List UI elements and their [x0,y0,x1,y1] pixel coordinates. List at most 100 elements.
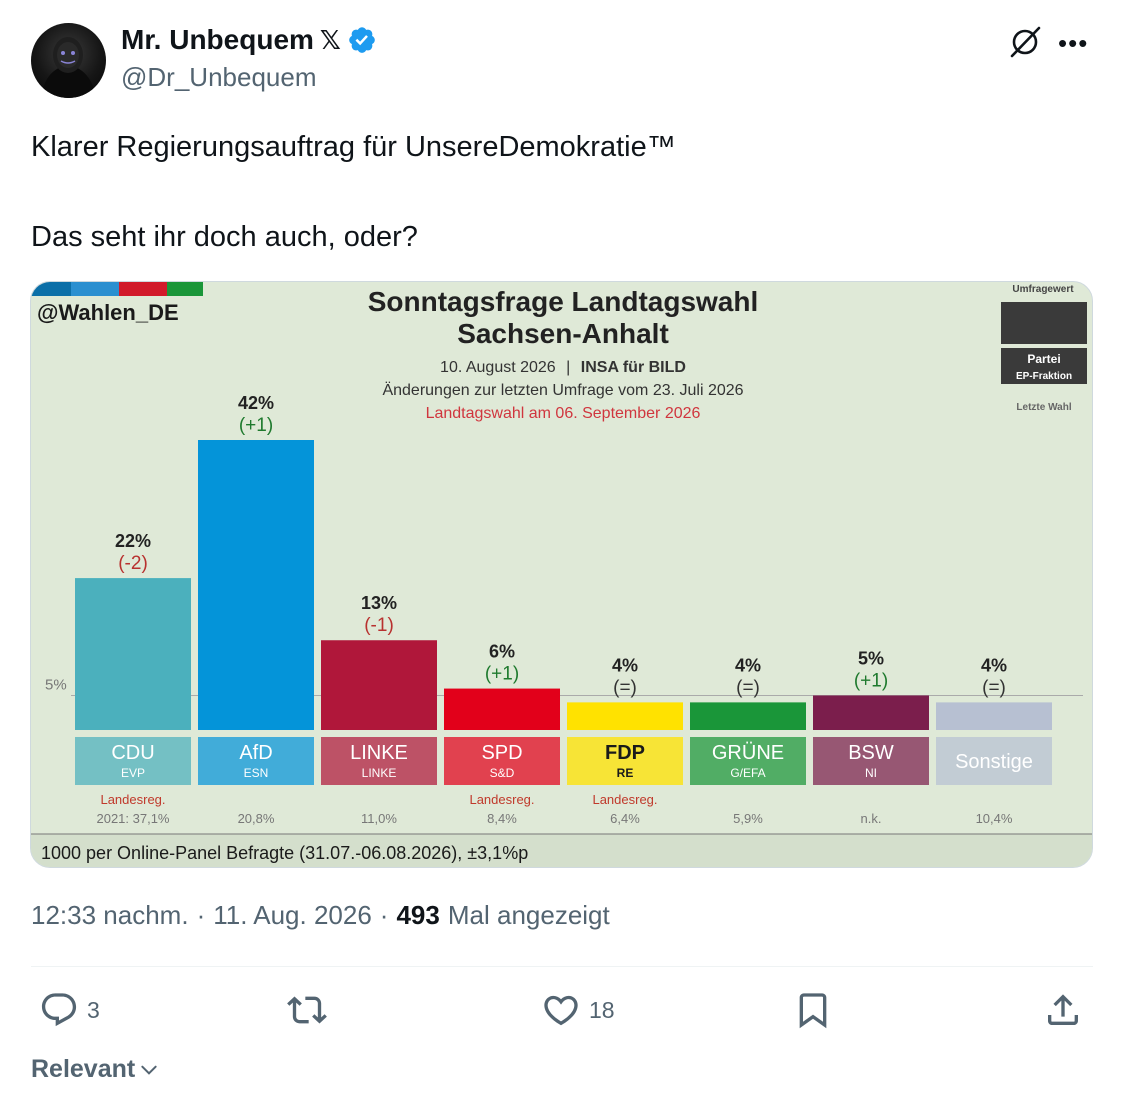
color-strip-2 [71,282,119,296]
last-election-value: 8,4% [487,811,517,826]
bar-bsw [813,695,929,730]
tweet-text: Klarer Regierungsauftrag für UnsereDemok… [31,125,1081,260]
tweet-text-line-2: Das seht ihr doch auch, oder? [31,221,418,253]
party-box [444,737,560,785]
chart-separator: | [566,359,570,376]
party-label: FDP [605,742,645,764]
legend-swatch [1001,302,1087,344]
author-handle[interactable]: @Dr_Unbequem [121,62,317,92]
avatar[interactable] [31,23,106,98]
chart-subtitle: 10. August 2026 | INSA für BILD [440,359,686,376]
chart-election-note: Landtagswahl am 06. September 2026 [426,405,701,422]
reply-icon [41,993,77,1027]
like-count: 18 [589,996,615,1023]
party-box [936,737,1052,785]
chart-institute: INSA für BILD [581,359,686,376]
chart-title-line-2: Sachsen-Anhalt [457,318,669,349]
party-box [567,737,683,785]
value-label: 22% [115,531,151,551]
ep-group-label: G/EFA [730,766,765,780]
grok-icon[interactable] [1008,25,1042,59]
divider [31,966,1093,967]
change-label: (=) [736,677,760,698]
last-election-value: 10,4% [976,811,1013,826]
ep-group-label: LINKE [362,766,397,780]
author-name-row[interactable]: Mr. Unbequem 𝕏 [121,24,377,56]
change-label: (-1) [364,615,394,636]
color-strip-1 [31,282,71,296]
last-election-value: 11,0% [361,811,397,826]
legend-top-label: Umfragewert [1012,284,1074,295]
bookmark-button[interactable] [793,990,833,1030]
party-label: CDU [111,742,154,764]
tweet-time[interactable]: 12:33 nachm. [31,900,189,930]
like-button[interactable]: 18 [541,990,615,1030]
value-label: 4% [612,655,638,675]
action-bar: 3 18 [31,990,1093,1036]
bar-spd [444,688,560,730]
ep-group-label: RE [617,766,634,780]
display-name[interactable]: Mr. Unbequem [121,24,314,55]
chart-title-line-1: Sonntagsfrage Landtagswahl [368,286,759,317]
chart-date: 10. August 2026 [440,359,556,376]
tweet-media-chart[interactable]: @Wahlen_DE Sonntagsfrage Landtagswahl Sa… [30,281,1093,868]
meta-dot: · [379,900,389,930]
reply-count: 3 [87,996,100,1023]
repost-icon [287,996,327,1024]
share-icon [1048,994,1078,1025]
last-election-value: 2021: 37,1% [96,811,169,826]
party-label: BSW [848,742,894,764]
party-box [690,737,806,785]
value-label: 4% [735,655,761,675]
legend-party-label: Partei [1027,352,1060,366]
change-label: (+1) [485,664,519,685]
legend-party-box [1001,348,1087,384]
tweet-date[interactable]: 11. Aug. 2026 [213,900,372,930]
party-box [75,737,191,785]
verified-badge-icon[interactable] [347,25,377,55]
views-label: Mal angezeigt [447,900,610,930]
bar-sonstige [936,702,1052,730]
bar-cdu [75,578,191,730]
sort-label: Relevant [31,1055,136,1083]
tweet-text-line-1: Klarer Regierungsauftrag für UnsereDemok… [31,131,676,163]
ep-group-label: S&D [490,766,515,780]
chevron-down-icon [141,1065,157,1075]
repost-button[interactable] [287,990,327,1030]
status-note: Landesreg. [592,792,657,807]
status-note: Landesreg. [469,792,534,807]
ep-group-label: NI [865,766,877,780]
legend-ep-label: EP-Fraktion [1016,371,1072,382]
party-label: Sonstige [955,751,1033,773]
bar-grüne [690,702,806,730]
share-button[interactable] [1043,990,1083,1030]
status-note: Landesreg. [100,792,165,807]
reply-button[interactable]: 3 [39,990,100,1030]
party-box [813,737,929,785]
heart-icon [544,995,578,1026]
chart-footer-band [31,834,1092,867]
value-label: 4% [981,655,1007,675]
avatar-image [41,37,96,98]
change-label: (+1) [239,415,273,436]
party-label: GRÜNE [712,742,784,764]
change-label: (=) [982,677,1006,698]
bar-afd [198,440,314,730]
change-label: (-2) [118,553,148,574]
bookmark-icon [799,993,827,1029]
bar-fdp [567,702,683,730]
more-options-icon[interactable]: ••• [1058,28,1089,58]
last-election-value: n.k. [861,811,882,826]
chart-source-tag: @Wahlen_DE [37,300,179,325]
last-election-value: 6,4% [610,811,640,826]
poll-chart: @Wahlen_DE Sonntagsfrage Landtagswahl Sa… [31,282,1092,867]
color-strip-3 [119,282,167,296]
party-box [321,737,437,785]
sort-dropdown[interactable]: Relevant [31,1055,159,1084]
party-label: LINKE [350,742,408,764]
tweet-meta: 12:33 nachm. · 11. Aug. 2026 · 493 Mal a… [31,900,610,931]
ep-group-label: EVP [121,766,145,780]
chart-footer-note: 1000 per Online-Panel Befragte (31.07.-0… [41,843,528,863]
chart-changes-note: Änderungen zur letzten Umfrage vom 23. J… [382,381,743,399]
